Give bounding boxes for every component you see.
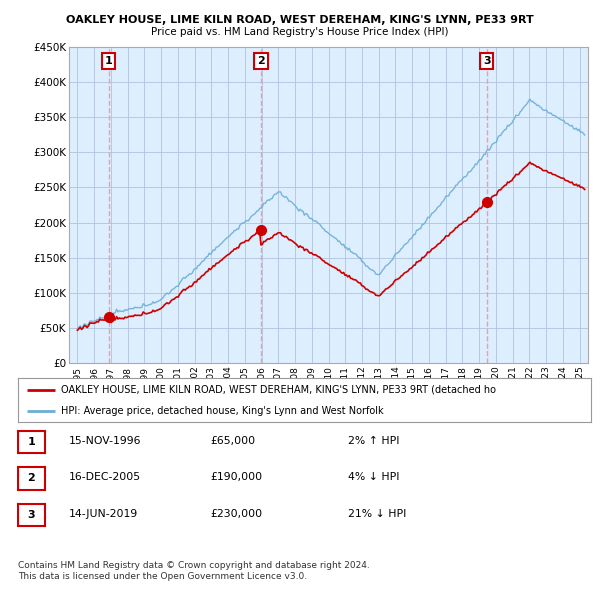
- Text: 3: 3: [28, 510, 35, 520]
- Text: 4% ↓ HPI: 4% ↓ HPI: [348, 473, 400, 482]
- Text: 21% ↓ HPI: 21% ↓ HPI: [348, 509, 406, 519]
- Text: 3: 3: [483, 56, 491, 66]
- Text: £190,000: £190,000: [210, 473, 262, 482]
- Text: 2: 2: [28, 474, 35, 483]
- Text: £230,000: £230,000: [210, 509, 262, 519]
- Text: 16-DEC-2005: 16-DEC-2005: [69, 473, 141, 482]
- Text: 1: 1: [28, 437, 35, 447]
- Text: OAKLEY HOUSE, LIME KILN ROAD, WEST DEREHAM, KING'S LYNN, PE33 9RT (detached ho: OAKLEY HOUSE, LIME KILN ROAD, WEST DEREH…: [61, 385, 496, 395]
- Text: 14-JUN-2019: 14-JUN-2019: [69, 509, 138, 519]
- Text: OAKLEY HOUSE, LIME KILN ROAD, WEST DEREHAM, KING'S LYNN, PE33 9RT: OAKLEY HOUSE, LIME KILN ROAD, WEST DEREH…: [66, 15, 534, 25]
- Text: £65,000: £65,000: [210, 436, 255, 445]
- Text: 1: 1: [105, 56, 113, 66]
- Text: 2: 2: [257, 56, 265, 66]
- Text: Price paid vs. HM Land Registry's House Price Index (HPI): Price paid vs. HM Land Registry's House …: [151, 27, 449, 37]
- Text: This data is licensed under the Open Government Licence v3.0.: This data is licensed under the Open Gov…: [18, 572, 307, 581]
- Text: 15-NOV-1996: 15-NOV-1996: [69, 436, 142, 445]
- Text: 2% ↑ HPI: 2% ↑ HPI: [348, 436, 400, 445]
- Text: HPI: Average price, detached house, King's Lynn and West Norfolk: HPI: Average price, detached house, King…: [61, 406, 383, 416]
- Text: Contains HM Land Registry data © Crown copyright and database right 2024.: Contains HM Land Registry data © Crown c…: [18, 560, 370, 569]
